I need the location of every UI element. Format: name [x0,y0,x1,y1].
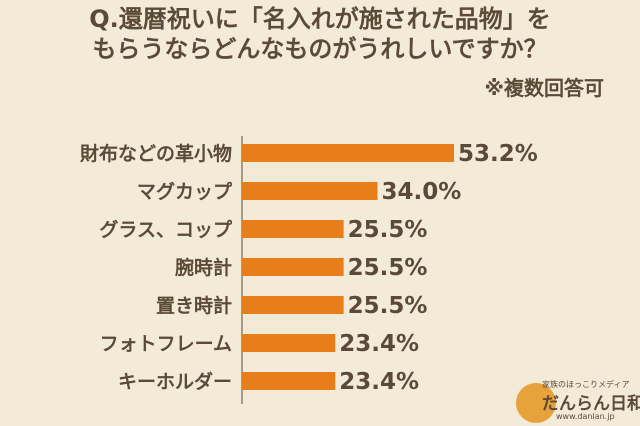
bar [242,372,336,390]
bar [242,296,344,314]
category-label: 財布などの革小物 [80,142,232,165]
value-label: 23.4% [339,331,419,357]
bar [242,220,344,238]
bar [242,258,344,276]
category-label: 腕時計 [174,256,232,279]
value-label: 25.5% [348,255,428,281]
value-label: 25.5% [348,293,428,319]
bar [242,182,378,200]
value-label: 34.0% [381,179,461,205]
bar [242,334,336,352]
category-label: マグカップ [137,180,233,203]
value-label: 25.5% [348,217,428,243]
title-line-1: Q.還暦祝いに「名入れが施された品物」を [89,5,551,33]
category-label: グラス、コップ [99,218,233,241]
brand-logo: 家族のほっこりメディア だんらん日和 www.danlan.jp [516,379,640,426]
title-line-2: もらうならどんなものがうれしいですか？ [92,35,548,63]
bar [242,144,454,162]
logo-url: www.danlan.jp [556,412,615,421]
chart-title: Q.還暦祝いに「名入れが施された品物」を もらうならどんなものがうれしいですか？ [0,4,640,64]
category-label: 置き時計 [156,294,232,317]
logo-name: だんらん日和 [542,394,640,414]
value-label: 53.2% [458,141,538,167]
category-label: フォトフレーム [100,333,232,355]
logo-sun-icon [516,383,556,423]
category-label: キーホルダー [118,370,232,393]
value-label: 23.4% [339,369,419,395]
logo-tagline: 家族のほっこりメディア [542,380,630,389]
multiple-answer-note: ※複数回答可 [484,76,604,100]
